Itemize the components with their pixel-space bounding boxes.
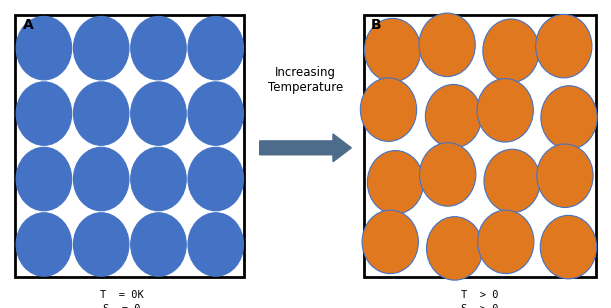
Ellipse shape — [364, 18, 421, 82]
Ellipse shape — [73, 147, 129, 211]
Ellipse shape — [483, 19, 539, 83]
Ellipse shape — [477, 79, 533, 142]
Ellipse shape — [16, 213, 71, 276]
Ellipse shape — [188, 213, 244, 276]
Ellipse shape — [188, 147, 244, 211]
Ellipse shape — [478, 210, 534, 274]
Ellipse shape — [131, 16, 186, 80]
Ellipse shape — [419, 13, 475, 77]
Ellipse shape — [426, 217, 483, 280]
Text: A: A — [23, 18, 34, 32]
Ellipse shape — [188, 82, 244, 145]
Bar — [15, 15, 244, 277]
Text: T  > 0
S  > 0
W  > 1: T > 0 S > 0 W > 1 — [461, 290, 499, 308]
Text: T  = 0K
S  = 0
W  = 1: T = 0K S = 0 W = 1 — [100, 290, 144, 308]
Ellipse shape — [188, 16, 244, 80]
Bar — [364, 15, 596, 277]
Text: Increasing
Temperature: Increasing Temperature — [268, 66, 343, 94]
Ellipse shape — [16, 82, 71, 145]
Ellipse shape — [131, 213, 186, 276]
Ellipse shape — [425, 84, 481, 148]
Ellipse shape — [367, 151, 423, 214]
Text: B: B — [371, 18, 381, 32]
Ellipse shape — [360, 78, 417, 141]
Ellipse shape — [16, 16, 71, 80]
Ellipse shape — [73, 16, 129, 80]
FancyArrow shape — [260, 134, 351, 162]
Ellipse shape — [16, 147, 71, 211]
Ellipse shape — [131, 147, 186, 211]
Ellipse shape — [73, 82, 129, 145]
Ellipse shape — [362, 210, 419, 274]
Ellipse shape — [537, 144, 593, 208]
Ellipse shape — [131, 82, 186, 145]
Ellipse shape — [540, 215, 596, 279]
Ellipse shape — [484, 149, 540, 213]
Ellipse shape — [541, 86, 597, 149]
Ellipse shape — [536, 14, 592, 78]
Ellipse shape — [420, 143, 476, 206]
Ellipse shape — [73, 213, 129, 276]
